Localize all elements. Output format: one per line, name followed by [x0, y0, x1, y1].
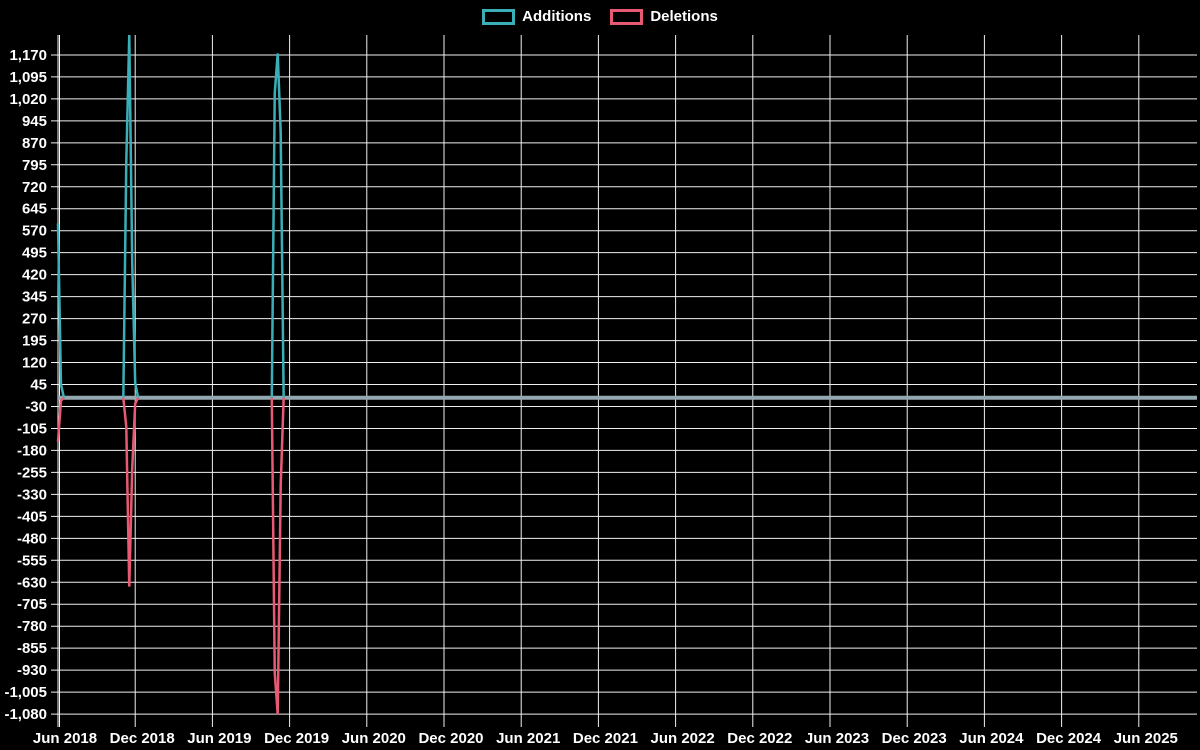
y-axis-tick-label: 870	[22, 135, 47, 152]
x-axis-tick-label: Jun 2023	[805, 730, 869, 747]
y-axis-tick-label: -180	[17, 442, 47, 459]
x-axis-tick-label: Jun 2021	[496, 730, 560, 747]
y-axis-tick-label: 45	[30, 377, 47, 394]
y-axis-tick-label: 720	[22, 179, 47, 196]
x-axis-tick-label: Jun 2020	[342, 730, 406, 747]
x-axis-tick-label: Dec 2020	[418, 730, 483, 747]
chart-legend: Additions Deletions	[0, 9, 1200, 25]
grid-layer	[51, 35, 1197, 727]
y-axis-tick-label: 1,095	[9, 69, 47, 86]
x-axis-tick-label: Dec 2019	[264, 730, 329, 747]
y-axis-tick-label: 1,170	[9, 47, 47, 64]
x-axis-tick-label: Jun 2019	[187, 730, 251, 747]
y-axis-tick-label: 270	[22, 311, 47, 328]
y-axis-tick-label: 195	[22, 333, 47, 350]
additions-legend-swatch	[482, 9, 516, 25]
y-axis-tick-label: -855	[17, 640, 47, 657]
y-axis-tick-label: -255	[17, 464, 47, 481]
x-axis-tick-label: Dec 2024	[1036, 730, 1102, 747]
y-axis-tick-label: -30	[25, 398, 47, 415]
y-axis-tick-label: -930	[17, 662, 47, 679]
x-axis-tick-label: Jun 2024	[959, 730, 1024, 747]
y-axis-tick-label: -555	[17, 552, 47, 569]
y-axis-tick-label: -630	[17, 574, 47, 591]
y-axis-tick-label: 495	[22, 245, 47, 262]
x-axis-tick-label: Jun 2025	[1114, 730, 1178, 747]
additions-legend-label: Additions	[522, 8, 592, 25]
y-axis-tick-label: -705	[17, 596, 47, 613]
axis-labels-layer: 1,170 1,095 1,020 945 870 795 720 645 570 495 420 3…	[4, 47, 1177, 747]
y-axis-tick-label: -330	[17, 486, 47, 503]
deletions-legend-swatch	[610, 9, 644, 25]
x-axis-tick-label: Jun 2022	[650, 730, 714, 747]
legend-item-deletions[interactable]: Deletions	[610, 9, 718, 25]
series-layer	[56, 34, 1197, 715]
y-axis-tick-label: 945	[22, 113, 47, 130]
additions-series-line	[56, 34, 285, 398]
y-axis-tick-label: -1,080	[4, 706, 47, 723]
y-axis-tick-label: 645	[22, 201, 47, 218]
deletions-series-line	[56, 396, 285, 715]
legend-item-additions[interactable]: Additions	[482, 9, 591, 25]
y-axis-tick-label: -780	[17, 618, 47, 635]
y-axis-tick-label: -105	[17, 420, 47, 437]
x-axis-tick-label: Dec 2021	[573, 730, 638, 747]
y-axis-tick-label: -405	[17, 508, 47, 525]
x-axis-tick-label: Dec 2023	[882, 730, 947, 747]
x-axis-tick-label: Dec 2018	[110, 730, 175, 747]
deletions-legend-label: Deletions	[650, 8, 718, 25]
y-axis-tick-label: 420	[22, 267, 47, 284]
x-axis-tick-label: Dec 2022	[727, 730, 792, 747]
y-axis-tick-label: -1,005	[4, 684, 47, 701]
y-axis-tick-label: 120	[22, 355, 47, 372]
y-axis-tick-label: -480	[17, 530, 47, 547]
y-axis-tick-label: 570	[22, 223, 47, 240]
y-axis-tick-label: 795	[22, 157, 47, 174]
y-axis-tick-label: 1,020	[9, 91, 47, 108]
y-axis-tick-label: 345	[22, 289, 47, 306]
x-axis-tick-label: Jun 2018	[33, 730, 97, 747]
